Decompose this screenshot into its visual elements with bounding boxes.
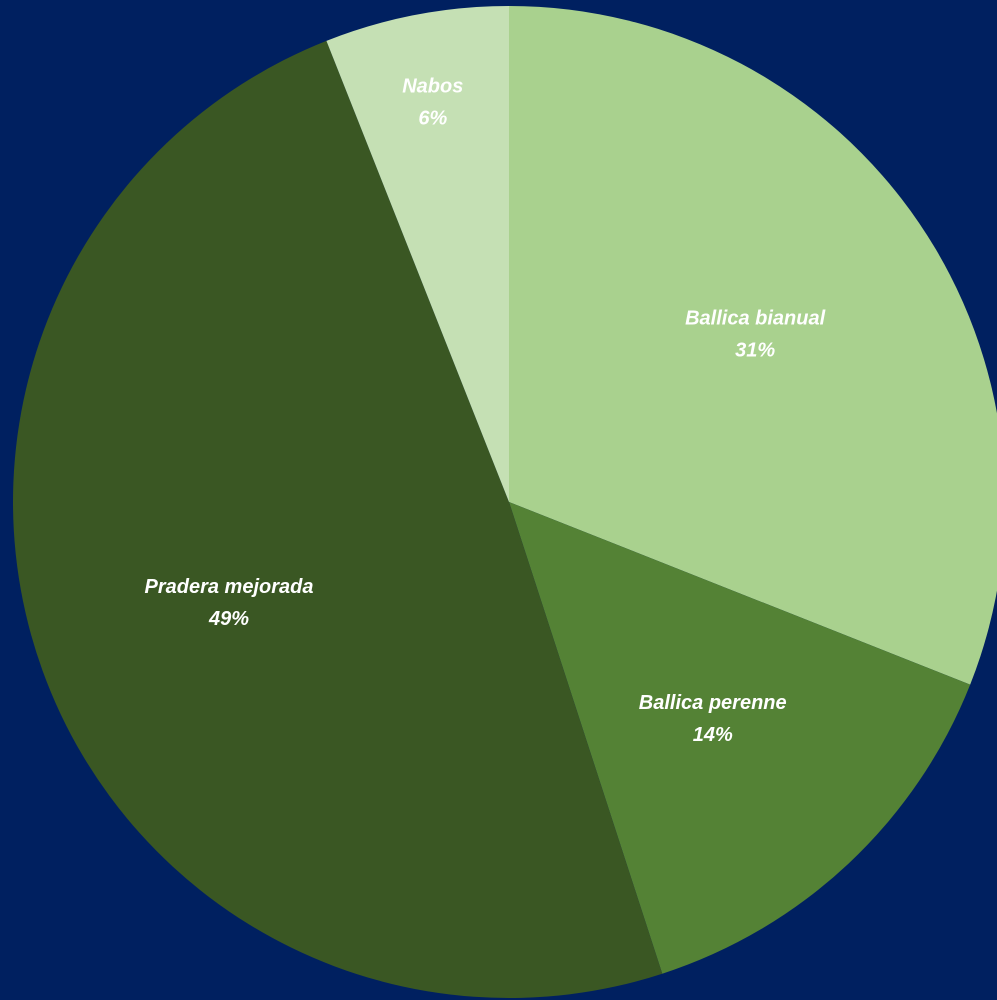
pie-label-category: Ballica bianual [685,308,825,330]
pie-label-category: Nabos [402,75,463,97]
pie-label-pradera-mejorada: Pradera mejorada 49% [145,576,314,630]
pie-label-category: Ballica perenne [639,692,787,714]
pie-label-value: 6% [418,107,447,129]
pie-label-nabos: Nabos 6% [402,75,463,129]
pie-slice-ballica-perenne [509,502,971,974]
pie-label-category: Pradera mejorada [145,576,314,598]
pie-slice-pradera-mejorada [13,40,663,998]
pie-slice-nabos [326,6,509,502]
pie-label-value: 49% [208,608,249,630]
pie-label-value: 31% [735,340,775,362]
pie-label-value: 14% [693,724,733,746]
pie-slices [13,6,997,998]
pie-slice-ballica-bianual [509,6,997,685]
pie-label-ballica-bianual: Ballica bianual 31% [685,308,825,362]
pie-labels: Ballica bianual 31% Ballica perenne 14% Prad… [145,75,826,745]
pie-label-ballica-perenne: Ballica perenne 14% [639,692,787,746]
